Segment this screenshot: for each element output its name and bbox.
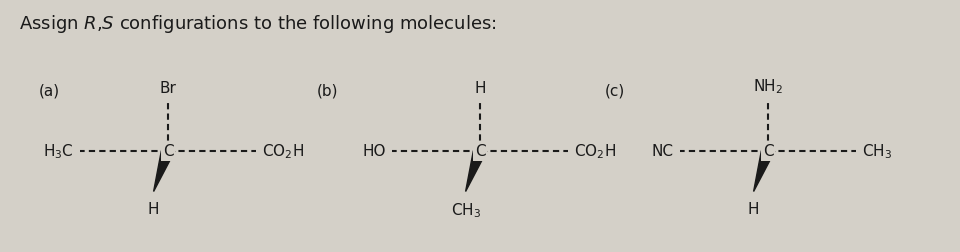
- Text: CH$_3$: CH$_3$: [450, 202, 481, 220]
- Text: H: H: [474, 81, 486, 96]
- Text: Assign $\it{R}$,$\it{S}$ configurations to the following molecules:: Assign $\it{R}$,$\it{S}$ configurations …: [19, 13, 496, 35]
- Polygon shape: [154, 151, 175, 192]
- Text: H$_3$C: H$_3$C: [43, 142, 74, 161]
- Text: CO$_2$H: CO$_2$H: [574, 142, 616, 161]
- Text: NC: NC: [652, 144, 674, 159]
- Text: NH$_2$: NH$_2$: [753, 77, 783, 96]
- Text: HO: HO: [363, 144, 386, 159]
- Text: (c): (c): [605, 83, 625, 98]
- Text: (b): (b): [317, 83, 338, 98]
- Text: H: H: [148, 202, 159, 217]
- Text: Br: Br: [159, 81, 177, 96]
- Text: H: H: [748, 202, 759, 217]
- Text: C: C: [762, 144, 774, 159]
- Polygon shape: [466, 151, 487, 192]
- Text: (a): (a): [38, 83, 60, 98]
- Text: C: C: [474, 144, 486, 159]
- Text: C: C: [162, 144, 174, 159]
- Text: CO$_2$H: CO$_2$H: [262, 142, 304, 161]
- Polygon shape: [754, 151, 775, 192]
- Text: CH$_3$: CH$_3$: [862, 142, 892, 161]
